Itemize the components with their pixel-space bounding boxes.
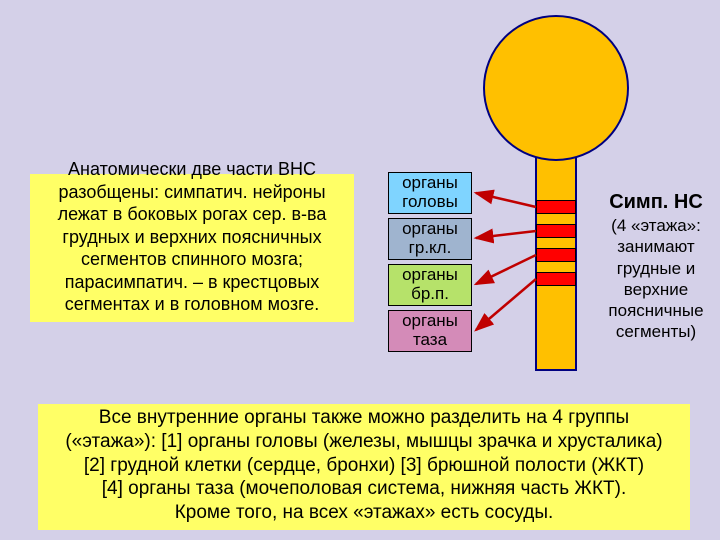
organ-label-line1: органы (402, 312, 458, 331)
bottom-line-5: Кроме того, на всех «этажах» есть сосуды… (44, 501, 684, 525)
organ-label-line2: гр.кл. (409, 239, 452, 258)
segment-band-4 (536, 272, 576, 286)
bottom-paragraph: Все внутренние органы также можно раздел… (44, 406, 684, 525)
segment-band-2 (536, 224, 576, 238)
bottom-line-2: («этажа»): [1] органы головы (железы, мы… (44, 430, 684, 454)
organ-label-line2: головы (402, 193, 458, 212)
organ-box-1: органыголовы (388, 172, 472, 214)
right-label-body: (4 «этажа»: занимают грудные и верхние п… (596, 215, 716, 343)
organ-label-line1: органы (402, 220, 458, 239)
organ-label-line2: таза (413, 331, 447, 350)
organ-label-line1: органы (402, 266, 458, 285)
right-label: Симп. НС (4 «этажа»: занимают грудные и … (596, 190, 716, 343)
organ-box-3: органыбр.п. (388, 264, 472, 306)
segment-band-3 (536, 248, 576, 262)
organ-label-line2: бр.п. (411, 285, 449, 304)
left-paragraph: Анатомически две части ВНС разобщены: си… (36, 158, 348, 316)
organ-label-line1: органы (402, 174, 458, 193)
organ-box-4: органытаза (388, 310, 472, 352)
left-paragraph-text: Анатомически две части ВНС разобщены: си… (58, 159, 327, 314)
bottom-line-3: [2] грудной клетки (сердце, бронхи) [3] … (44, 454, 684, 478)
bottom-line-4: [4] органы таза (мочеполовая система, ни… (44, 477, 684, 501)
bottom-line-1: Все внутренние органы также можно раздел… (44, 406, 684, 430)
segment-band-1 (536, 200, 576, 214)
right-label-title: Симп. НС (596, 190, 716, 215)
organ-box-2: органыгр.кл. (388, 218, 472, 260)
